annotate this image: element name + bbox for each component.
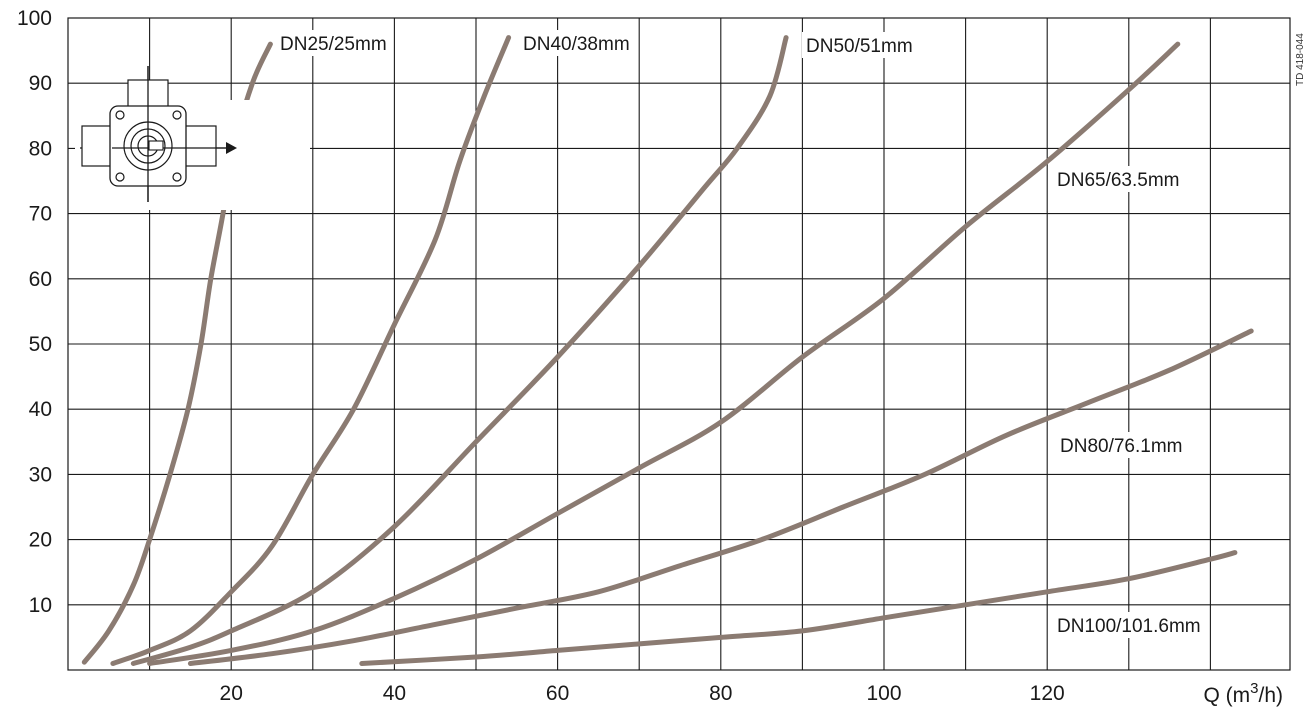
y-tick-label: 60 xyxy=(29,268,52,291)
axes: 10 20 30 40 50 60 70 80 90 100 20 40 60 80 100 120 xyxy=(17,7,1065,705)
y-tick-label: 90 xyxy=(29,72,52,95)
series-label-background xyxy=(802,32,906,58)
series-line-dn100-101-6mm xyxy=(359,550,1238,666)
series-label-dn65-63-5mm: DN65/63.5mm xyxy=(1057,170,1180,191)
series-label-dn40-38mm: DN40/38mm xyxy=(523,34,630,55)
y-tick-label: 30 xyxy=(29,463,52,486)
series-label-background xyxy=(1053,166,1178,192)
series-lines xyxy=(81,35,1254,666)
series-label-dn80-76-1mm: DN80/76.1mm xyxy=(1060,436,1183,457)
series-label-dn100-101-6mm: DN100/101.6mm xyxy=(1057,616,1201,637)
y-tick-label: 100 xyxy=(17,7,52,30)
y-tick-label: 20 xyxy=(29,529,52,552)
y-tick-label: 70 xyxy=(29,203,52,226)
series-label-background xyxy=(276,30,380,56)
side-note: TD 418-044 xyxy=(1295,33,1306,86)
series-line-dn65-63-5mm xyxy=(147,41,1181,666)
y-tick-label: 10 xyxy=(29,594,52,617)
series-line-dn80-76-1mm xyxy=(187,328,1254,666)
series-label-background xyxy=(519,30,623,56)
x-axis-title: Q (m3/h) xyxy=(1203,680,1283,707)
series-labels: DN25/25mm DN40/38mm DN50/51mm DN65/63.5mm DN… xyxy=(276,30,1201,638)
plot-frame xyxy=(67,17,1291,671)
x-tick-label: 60 xyxy=(546,682,569,705)
x-tick-label: 80 xyxy=(709,682,732,705)
x-tick-label: 120 xyxy=(1030,682,1065,705)
x-tick-label: 40 xyxy=(383,682,406,705)
x-tick-label: 100 xyxy=(866,682,901,705)
valve-flow-direction-icon xyxy=(75,66,310,210)
y-tick-label: 80 xyxy=(29,137,52,160)
series-line-dn40-38mm xyxy=(110,35,512,666)
series-line-dn50-51mm xyxy=(130,35,789,666)
y-tick-label: 50 xyxy=(29,333,52,356)
series-label-dn25-25mm: DN25/25mm xyxy=(280,34,387,55)
x-tick-label: 20 xyxy=(220,682,243,705)
series-label-background xyxy=(1056,432,1181,458)
y-tick-label: 40 xyxy=(29,398,52,421)
series-label-background xyxy=(1053,612,1199,638)
series-label-dn50-51mm: DN50/51mm xyxy=(806,36,913,57)
